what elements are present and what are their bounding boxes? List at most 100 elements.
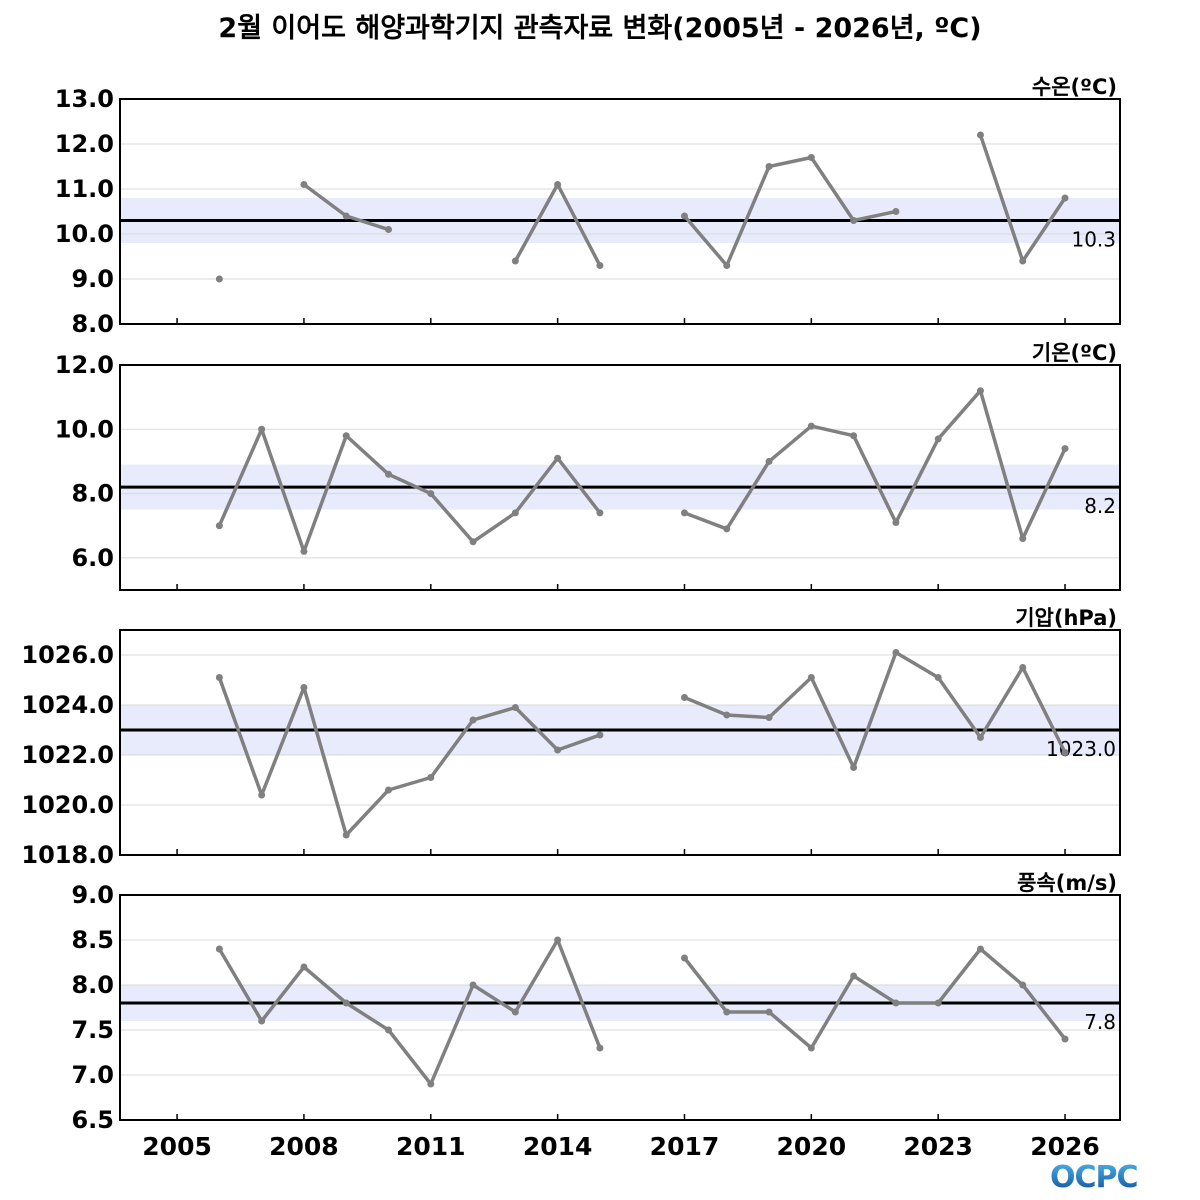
series-line xyxy=(683,947,1067,1050)
data-point xyxy=(258,425,266,433)
data-point xyxy=(554,746,562,754)
data-point xyxy=(934,435,942,443)
data-point xyxy=(554,936,562,944)
data-point xyxy=(342,432,350,440)
y-tick-label: 12.0 xyxy=(55,130,114,158)
data-point xyxy=(427,1080,435,1088)
data-point xyxy=(1019,535,1027,543)
data-point xyxy=(723,262,731,269)
mean-label: 1023.0 xyxy=(1046,737,1116,761)
data-point xyxy=(511,509,519,517)
data-point xyxy=(215,945,223,953)
data-point xyxy=(1061,1035,1069,1043)
x-tick-label: 2014 xyxy=(523,1132,593,1161)
data-point xyxy=(1019,257,1027,265)
panel-label: 수온(ºC) xyxy=(1032,75,1117,99)
y-tick-label: 1026.0 xyxy=(21,641,114,669)
data-point xyxy=(892,519,900,526)
series-line xyxy=(217,427,602,554)
data-point xyxy=(680,212,688,220)
data-point xyxy=(511,257,519,265)
x-tick-label: 2020 xyxy=(777,1132,847,1161)
x-tick-label: 2017 xyxy=(650,1132,720,1161)
data-point xyxy=(892,649,900,656)
panel-3: 1018.0 1020.0 1022.0 1024.0 1026.0 1023.0 기압(h… xyxy=(21,606,1121,869)
data-point xyxy=(342,999,350,1007)
y-tick-label: 7.5 xyxy=(71,1016,114,1044)
y-tick-label: 6.0 xyxy=(71,544,114,572)
y-tick-label: 1018.0 xyxy=(21,841,114,869)
data-point xyxy=(1061,194,1069,202)
data-point xyxy=(807,422,815,430)
data-point xyxy=(384,226,392,233)
y-tick-label: 8.0 xyxy=(71,480,114,508)
y-tick-label: 1020.0 xyxy=(21,791,114,819)
chart-title: 2월 이어도 해양과학기지 관측자료 변화(2005년 - 2026년, ºC) xyxy=(218,13,982,44)
data-point xyxy=(384,786,392,794)
panel-label: 풍속(m/s) xyxy=(1017,871,1117,895)
ocpc-logo: OCPC xyxy=(1050,1160,1139,1195)
y-tick-label: 8.0 xyxy=(71,971,114,999)
panel-1: 8.0 9.0 10.0 11.0 12.0 13.0 10.3 수온(ºC) xyxy=(55,75,1121,338)
y-tick-label: 9.0 xyxy=(71,881,114,909)
y-tick-label: 11.0 xyxy=(55,175,114,203)
series-line xyxy=(683,155,897,268)
data-point xyxy=(258,1017,266,1025)
data-point xyxy=(765,714,773,721)
data-point xyxy=(342,831,350,839)
mean-label: 10.3 xyxy=(1071,228,1116,252)
y-tick-label: 7.0 xyxy=(71,1061,114,1089)
data-point xyxy=(850,432,858,440)
data-point xyxy=(723,711,731,719)
y-tick-label: 6.5 xyxy=(71,1106,114,1134)
data-point xyxy=(765,163,773,170)
data-point xyxy=(1019,664,1027,671)
data-point xyxy=(215,275,223,283)
data-point xyxy=(976,387,984,395)
mean-label: 7.8 xyxy=(1084,1010,1116,1034)
data-point xyxy=(892,999,900,1007)
data-point xyxy=(680,694,688,701)
data-point xyxy=(384,1026,392,1034)
data-point xyxy=(765,457,773,465)
data-point xyxy=(807,154,815,161)
plot-frame xyxy=(119,364,1121,591)
y-tick-label: 1024.0 xyxy=(21,691,114,719)
data-point xyxy=(215,522,223,530)
plot-frame xyxy=(119,98,1121,325)
data-point xyxy=(976,945,984,953)
y-tick-label: 10.0 xyxy=(55,415,114,443)
data-point xyxy=(1061,445,1069,453)
data-point xyxy=(384,470,392,478)
x-tick-label: 2023 xyxy=(903,1132,973,1161)
data-point xyxy=(300,181,308,188)
y-tick-label: 12.0 xyxy=(55,351,114,379)
data-point xyxy=(1061,749,1069,756)
series-line xyxy=(683,650,1067,770)
data-point xyxy=(765,1008,773,1016)
data-point xyxy=(300,547,308,555)
data-point xyxy=(469,538,477,546)
data-point xyxy=(1019,981,1027,989)
data-point xyxy=(807,674,815,681)
data-point xyxy=(554,454,562,462)
x-tick-label: 2005 xyxy=(142,1132,212,1161)
data-point xyxy=(596,262,604,269)
panel-label: 기온(ºC) xyxy=(1032,341,1117,365)
data-point xyxy=(300,684,308,691)
data-point xyxy=(427,774,435,781)
y-tick-label: 1022.0 xyxy=(21,741,114,769)
series-line xyxy=(217,938,602,1086)
data-point xyxy=(469,981,477,989)
data-point xyxy=(469,716,477,724)
data-point xyxy=(850,972,858,980)
data-point xyxy=(554,181,562,188)
data-point xyxy=(680,954,688,962)
panel-2: 6.0 8.0 10.0 12.0 8.2 기온(ºC) xyxy=(55,341,1121,591)
data-point xyxy=(300,963,308,971)
data-point xyxy=(723,525,731,533)
plot-frame xyxy=(119,894,1121,1121)
data-point xyxy=(258,791,266,799)
data-point xyxy=(680,509,688,517)
